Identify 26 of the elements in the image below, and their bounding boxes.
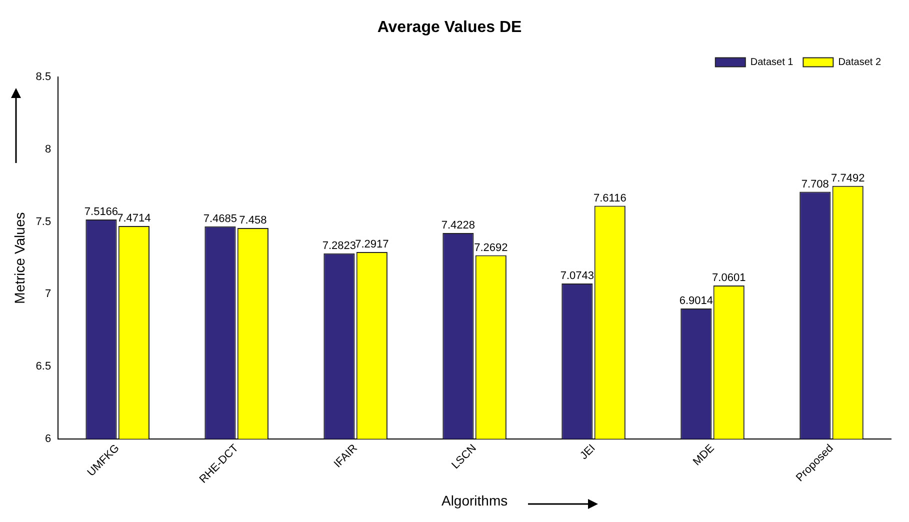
x-axis-title: Algorithms (441, 492, 508, 508)
data-label: 7.2823 (322, 240, 356, 252)
data-label: 7.708 (801, 178, 829, 190)
data-label: 7.4685 (203, 212, 238, 225)
data-label: 7.4714 (117, 212, 151, 225)
data-label: 6.9014 (679, 294, 713, 307)
y-tick-label: 7.5 (36, 216, 52, 228)
data-label: 7.2692 (474, 242, 508, 254)
data-label: 7.4228 (441, 220, 476, 232)
data-label: 7.0743 (560, 270, 594, 282)
y-tick-label: 8 (44, 144, 52, 156)
data-label: 7.0601 (712, 272, 746, 284)
data-label: 7.5166 (84, 206, 118, 218)
data-label: 7.2917 (355, 238, 389, 251)
x-tick-label: JEI (578, 442, 598, 462)
data-label: 7.6116 (593, 192, 626, 204)
y-tick-label: 6.5 (36, 360, 52, 373)
y-axis-title: Metrice Values (11, 212, 28, 304)
data-label: 7.458 (239, 214, 267, 226)
y-tick-label: 6 (44, 432, 52, 445)
y-tick-label: 7 (44, 288, 52, 300)
chart-title: Average Values DE (377, 19, 522, 36)
y-tick-label: 8.5 (36, 71, 52, 84)
legend-label: Dataset 1 (750, 56, 794, 68)
data-label: 7.7492 (831, 172, 865, 184)
legend-label: Dataset 2 (838, 56, 882, 68)
